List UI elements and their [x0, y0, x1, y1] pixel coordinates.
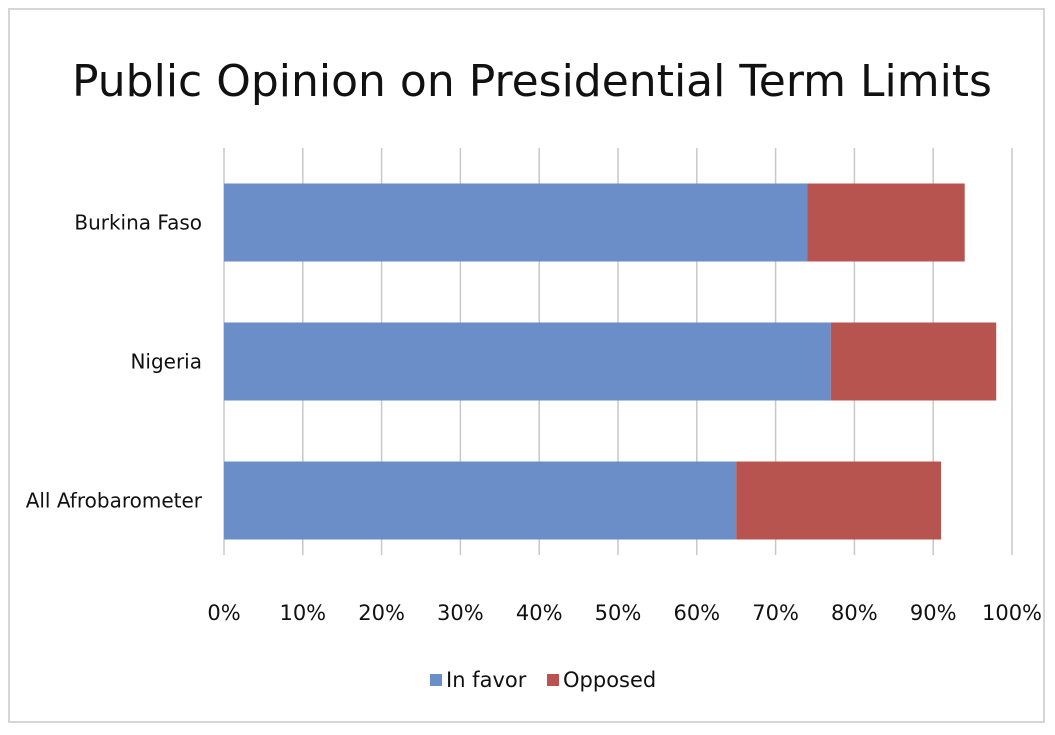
stacked-bar-chart: Public Opinion on Presidential Term Limi… [26, 56, 1042, 692]
category-label: All Afrobarometer [26, 489, 203, 513]
category-labels: Burkina Faso Nigeria All Afrobarometer [26, 211, 203, 513]
x-tick-label: 60% [673, 601, 720, 625]
x-tick-label: 80% [831, 601, 878, 625]
legend-swatch [547, 674, 559, 686]
legend-label: Opposed [563, 668, 656, 692]
category-label: Burkina Faso [74, 211, 202, 235]
x-tick-label: 100% [982, 601, 1042, 625]
bar-in-favor [224, 183, 808, 262]
x-tick-label: 70% [752, 601, 799, 625]
x-tick-label: 10% [279, 601, 326, 625]
bar-opposed [830, 322, 997, 401]
x-tick-label: 50% [595, 601, 642, 625]
legend-label: In favor [446, 668, 527, 692]
x-tick-label: 40% [516, 601, 563, 625]
bar-in-favor [224, 461, 737, 540]
chart-title: Public Opinion on Presidential Term Limi… [72, 56, 992, 107]
x-axis-tick-labels: 0% 10% 20% 30% 40% 50% 60% 70% 80% 90% 100% [207, 601, 1042, 625]
chart-frame: Public Opinion on Presidential Term Limi… [8, 8, 1045, 723]
legend-swatch [430, 674, 442, 686]
x-tick-label: 30% [437, 601, 484, 625]
bar-opposed [807, 183, 965, 262]
bar-in-favor [224, 322, 831, 401]
bar-opposed [736, 461, 942, 540]
x-tick-label: 0% [207, 601, 240, 625]
bars [224, 183, 997, 540]
x-tick-label: 90% [910, 601, 957, 625]
x-tick-label: 20% [358, 601, 405, 625]
category-label: Nigeria [130, 350, 202, 374]
legend: In favor Opposed [430, 668, 656, 692]
